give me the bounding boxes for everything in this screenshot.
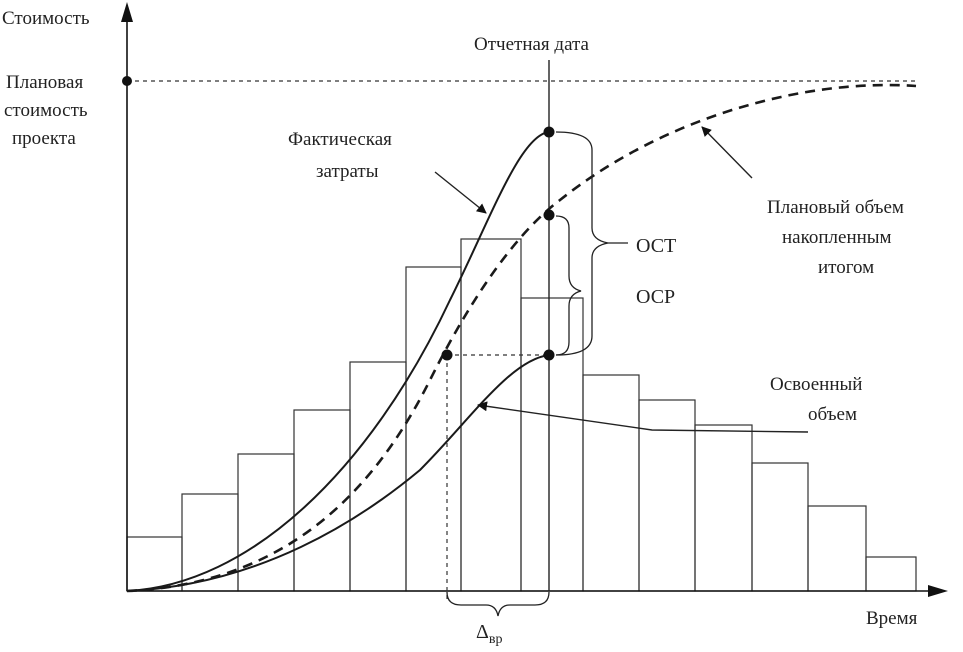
- ocp-brace: [555, 215, 582, 356]
- y-axis-arrow: [121, 2, 133, 22]
- bar-8: [520, 297, 584, 592]
- axes: [121, 2, 948, 597]
- earned-value-curve: [126, 354, 550, 592]
- actual-cost-pointer: [434, 171, 487, 214]
- actual-cost-curve: [126, 131, 550, 592]
- ost-label: ОСТ: [636, 235, 676, 257]
- earned-value-pointer: [477, 401, 809, 433]
- bar-2: [181, 493, 239, 592]
- actual-cost-label-1: Фактическая: [288, 129, 392, 150]
- period-cost-bars: [126, 238, 917, 592]
- delta-brace: [446, 591, 550, 617]
- x-axis-label: Время: [866, 608, 918, 629]
- earned-value-label-2: объем: [808, 404, 857, 425]
- planned-volume-pointer: [701, 126, 753, 179]
- planned-volume-label-3: итогом: [818, 257, 874, 278]
- actual-cost-label-2: затраты: [316, 161, 379, 182]
- planned-cost-point: [122, 76, 132, 86]
- bar-13: [807, 505, 867, 592]
- earned-value-point: [543, 349, 555, 361]
- delta-label: Δвр: [476, 621, 503, 647]
- delta-symbol: Δ: [476, 621, 489, 643]
- delta-subscript: вр: [489, 632, 503, 647]
- bar-11: [694, 424, 753, 592]
- ost-brace: [555, 131, 609, 356]
- time-equivalent-point: [441, 349, 453, 361]
- earned-value-label-1: Освоенный: [770, 374, 862, 395]
- ocp-label: ОСР: [636, 286, 675, 308]
- planned-cost-label-1: Плановая: [6, 72, 83, 93]
- planned-cost-label-2: стоимость: [4, 100, 88, 121]
- planned-cost-label-3: проекта: [12, 128, 76, 149]
- reporting-date-label: Отчетная дата: [474, 34, 590, 55]
- y-axis-label: Стоимость: [2, 8, 90, 29]
- planned-volume-label-1: Плановый объем: [767, 197, 904, 218]
- bar-14: [865, 556, 917, 592]
- x-axis-arrow: [928, 585, 948, 597]
- bar-9: [582, 374, 640, 592]
- bar-6: [405, 266, 462, 592]
- planned-value-point: [543, 209, 555, 221]
- bar-12: [751, 462, 809, 592]
- planned-volume-label-2: накопленным: [782, 227, 892, 248]
- bar-4: [293, 409, 351, 592]
- planned-cumulative-curve: [126, 83, 917, 593]
- actual-cost-point: [543, 126, 555, 138]
